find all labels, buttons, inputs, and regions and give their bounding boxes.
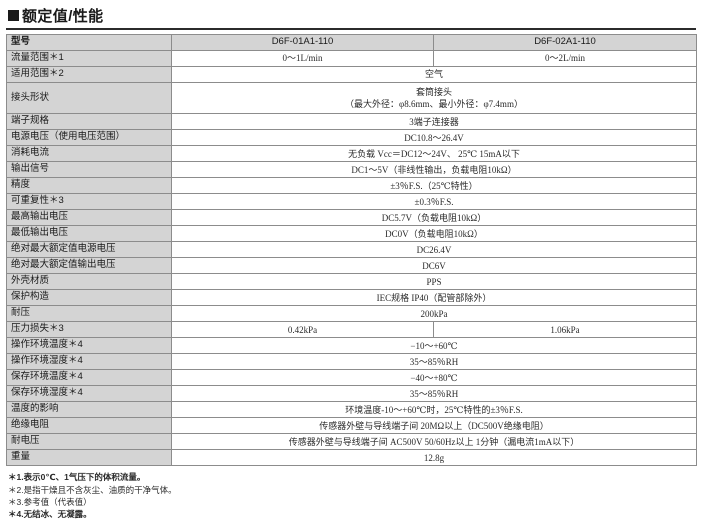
row-label: 操作环境温度＊4 — [6, 337, 172, 355]
row-label: 压力损失＊3 — [6, 321, 172, 339]
value-cell-merged: 12.8g — [171, 449, 697, 467]
value-cell-merged: 套筒接头 （最大外径：φ8.6mm、最小外径：φ7.4mm） — [171, 81, 697, 115]
title-divider — [6, 28, 696, 30]
value-cell-merged: 无负载 Vcc＝DC12～24V、 25℃ 15mA以下 — [171, 145, 697, 163]
value-cell-merged: DC10.8～26.4V — [171, 129, 697, 147]
footnotes: ＊1.表示0℃、1气压下的体积流量。 ＊2.是指干燥且不含灰尘、油质的干净气体。＊… — [8, 471, 702, 520]
value-cell-b: 0～2L/min — [433, 50, 697, 67]
row-label: 电源电压（使用电压范围） — [6, 129, 172, 147]
footnote-2: ＊2.是指干燥且不含灰尘、油质的干净气体。 — [8, 484, 177, 495]
value-cell-merged: −10～+60℃ — [171, 337, 697, 355]
table-row: 绝缘电阻 传感器外壁与导线端子间 20MΩ以上（DC500V绝缘电阻） — [6, 417, 697, 435]
row-label: 适用范围＊2 — [6, 66, 172, 83]
row-label: 接头形状 — [6, 81, 172, 115]
table-row: 保护构造 IEC规格 IP40（配管部除外） — [6, 289, 697, 307]
value-cell-merged: 200kPa — [171, 305, 697, 323]
square-bullet-icon — [8, 10, 19, 21]
row-label: 消耗电流 — [6, 145, 172, 163]
footnote-1: ＊1.表示0℃、1气压下的体积流量。 — [8, 472, 146, 483]
value-cell-merged: DC26.4V — [171, 241, 697, 259]
table-row: 最高输出电压 DC5.7V（负载电阻10kΩ） — [6, 209, 697, 227]
table-row: 输出信号 DC1～5V（非线性输出，负载电阻10kΩ） — [6, 161, 697, 179]
row-label: 操作环境湿度＊4 — [6, 353, 172, 371]
model-header-b: D6F-02A1-110 — [433, 34, 697, 51]
value-cell-merged: 35～85％RH — [171, 385, 697, 403]
row-label: 保存环境温度＊4 — [6, 369, 172, 387]
table-row: 接头形状 套筒接头 （最大外径：φ8.6mm、最小外径：φ7.4mm） — [6, 81, 697, 115]
value-cell-merged: 环境温度-10～+60℃时，25℃特性的±3％F.S. — [171, 401, 697, 419]
row-label: 输出信号 — [6, 161, 172, 179]
table-row: 耐压 200kPa — [6, 305, 697, 323]
row-label: 流量范围＊1 — [6, 50, 172, 67]
row-label: 耐压 — [6, 305, 172, 323]
value-cell-b: 1.06kPa — [433, 321, 697, 339]
row-label: 绝缘电阻 — [6, 417, 172, 435]
row-label: 温度的影响 — [6, 401, 172, 419]
table-row: 耐电压 传感器外壁与导线端子间 AC500V 50/60Hz以上 1分钟（漏电流1… — [6, 433, 697, 451]
table-row: 温度的影响 环境温度-10～+60℃时，25℃特性的±3％F.S. — [6, 401, 697, 419]
table-row: 消耗电流 无负载 Vcc＝DC12～24V、 25℃ 15mA以下 — [6, 145, 697, 163]
value-cell-merged: 35～85％RH — [171, 353, 697, 371]
value-cell-merged: DC1～5V（非线性输出，负载电阻10kΩ） — [171, 161, 697, 179]
model-header-a: D6F-01A1-110 — [171, 34, 434, 51]
table-row: 流量范围＊1 0～1L/min 0～2L/min — [6, 50, 697, 67]
table-row: 绝对最大额定值输出电压 DC6V — [6, 257, 697, 275]
table-row: 端子规格 3端子连接器 — [6, 113, 697, 131]
footnote-3: ＊3.参考值（代表值） — [8, 496, 92, 507]
table-row: 电源电压（使用电压范围） DC10.8～26.4V — [6, 129, 697, 147]
row-label: 保护构造 — [6, 289, 172, 307]
table-row: 外壳材质 PPS — [6, 273, 697, 291]
footnote-4: ＊4.无结冰、无凝露。 — [8, 509, 92, 520]
table-row: 操作环境温度＊4 −10～+60℃ — [6, 337, 697, 355]
value-cell-merged: DC5.7V（负载电阻10kΩ） — [171, 209, 697, 227]
spec-page: 额定值/性能 型号 D6F-01A1-110 D6F-02A1-110 流量范围＊1 0… — [0, 5, 702, 519]
value-cell-merged: IEC规格 IP40（配管部除外） — [171, 289, 697, 307]
table-row: 操作环境湿度＊4 35～85％RH — [6, 353, 697, 371]
table-row: 精度 ±3％F.S.（25℃特性） — [6, 177, 697, 195]
row-label: 可重复性＊3 — [6, 193, 172, 211]
table-row: 可重复性＊3 ±0.3％F.S. — [6, 193, 697, 211]
row-label: 重量 — [6, 449, 172, 467]
table-row: 重量 12.8g — [6, 449, 697, 467]
row-label: 保存环境湿度＊4 — [6, 385, 172, 403]
row-label: 绝对最大额定值输出电压 — [6, 257, 172, 275]
page-title-text: 额定值/性能 — [22, 8, 104, 25]
value-cell-a: 0～1L/min — [171, 50, 434, 67]
table-row: 绝对最大额定值电源电压 DC26.4V — [6, 241, 697, 259]
table-row: 压力损失＊3 0.42kPa 1.06kPa — [6, 321, 697, 339]
value-cell-a: 0.42kPa — [171, 321, 434, 339]
row-label: 最高输出电压 — [6, 209, 172, 227]
row-label: 端子规格 — [6, 113, 172, 131]
row-label: 绝对最大额定值电源电压 — [6, 241, 172, 259]
page-title: 额定值/性能 — [8, 5, 702, 26]
specifications-table: 型号 D6F-01A1-110 D6F-02A1-110 流量范围＊1 0～1L/min… — [6, 34, 697, 467]
table-row: 型号 D6F-01A1-110 D6F-02A1-110 — [6, 34, 697, 51]
value-cell-merged: −40～+80℃ — [171, 369, 697, 387]
value-cell-merged: DC0V（负载电阻10kΩ） — [171, 225, 697, 243]
table-row: 保存环境湿度＊4 35～85％RH — [6, 385, 697, 403]
value-cell-merged: ±0.3％F.S. — [171, 193, 697, 211]
value-cell-merged: DC6V — [171, 257, 697, 275]
table-row: 保存环境温度＊4 −40～+80℃ — [6, 369, 697, 387]
row-label: 外壳材质 — [6, 273, 172, 291]
value-cell-merged: 空气 — [171, 66, 697, 83]
row-label: 精度 — [6, 177, 172, 195]
table-row: 最低输出电压 DC0V（负载电阻10kΩ） — [6, 225, 697, 243]
value-cell-merged: PPS — [171, 273, 697, 291]
row-label: 耐电压 — [6, 433, 172, 451]
row-label: 型号 — [6, 34, 172, 51]
table-row: 适用范围＊2 空气 — [6, 66, 697, 83]
row-label: 最低输出电压 — [6, 225, 172, 243]
value-cell-merged: 传感器外壁与导线端子间 20MΩ以上（DC500V绝缘电阻） — [171, 417, 697, 435]
value-cell-merged: ±3％F.S.（25℃特性） — [171, 177, 697, 195]
value-cell-merged: 传感器外壁与导线端子间 AC500V 50/60Hz以上 1分钟（漏电流1mA以… — [171, 433, 697, 451]
value-cell-merged: 3端子连接器 — [171, 113, 697, 131]
